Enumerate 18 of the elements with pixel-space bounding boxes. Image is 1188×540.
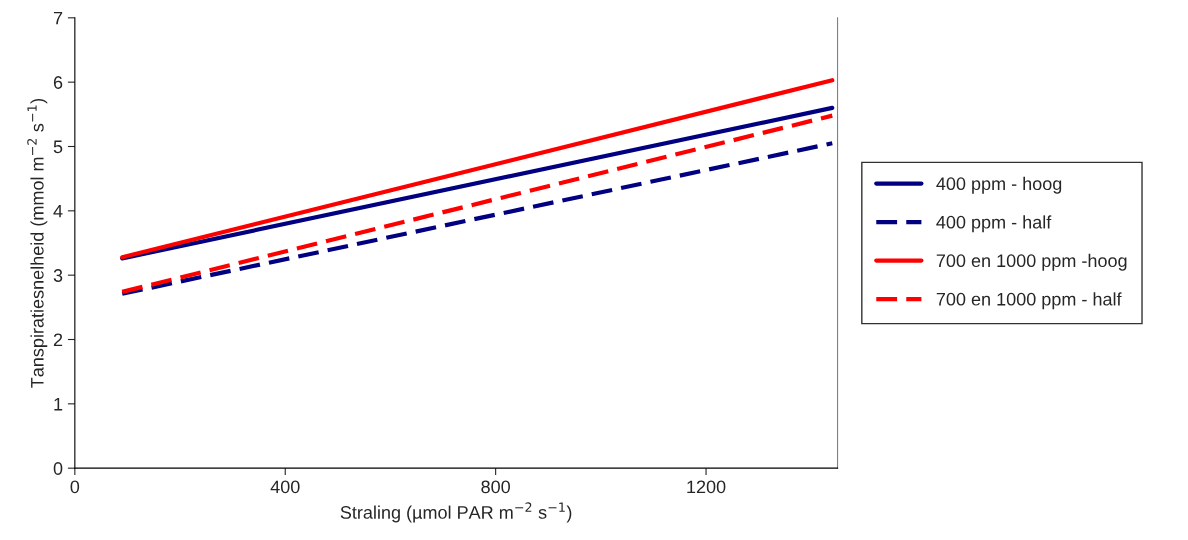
x-tick-label: 400 [270,480,300,494]
y-axis-title: Tanspiratiesnelheid (mmol m$^{−2}$ s$^{−1}$) [27,98,48,388]
legend-label: 700 en 1000 ppm -hoog [936,253,1127,271]
x-tick-label: 1200 [687,480,726,494]
y-tick-label: 1 [54,397,63,411]
legend-label: 400 ppm - half [936,215,1052,233]
y-tick-label: 4 [53,204,63,218]
legend-label: 700 en 1000 ppm - half [936,292,1122,310]
y-tick-label: 2 [53,333,63,347]
y-tick-label: 5 [53,140,63,154]
x-tick-label: 0 [70,480,80,494]
y-tick-label: 7 [53,11,63,25]
y-tick-label: 6 [53,76,63,89]
y-tick-label: 3 [53,269,63,282]
y-tick-label: 0 [53,462,63,475]
x-tick-label: 800 [481,480,510,494]
legend-label: 400 ppm - hoog [936,176,1062,194]
x-axis-title: Straling (µmol PAR m$^{−2}$ s$^{−1}$) [340,502,572,523]
